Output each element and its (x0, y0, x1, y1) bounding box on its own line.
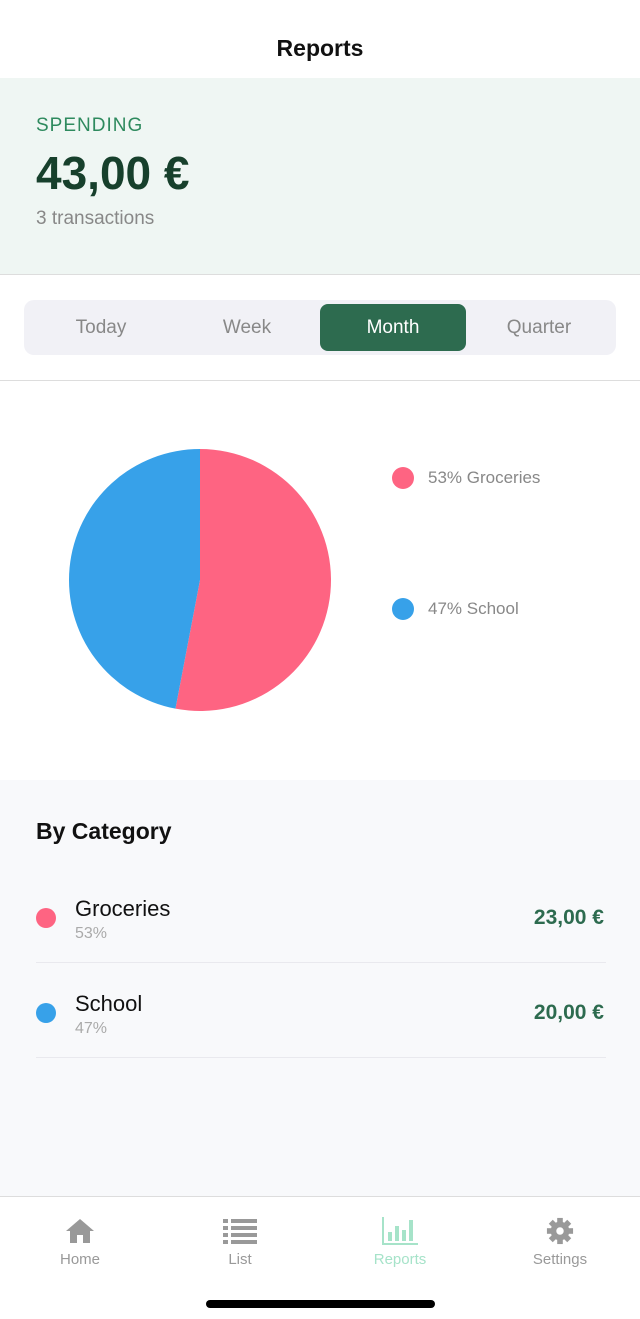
legend-item-school: 47% School (392, 598, 519, 620)
period-week[interactable]: Week (222, 316, 272, 338)
pie-slice-school (68, 449, 200, 709)
legend-label: 53% Groceries (428, 468, 541, 487)
tab-home[interactable]: Home (0, 1217, 160, 1268)
legend-label: 47% School (428, 599, 519, 618)
tab-reports[interactable]: Reports (320, 1217, 480, 1268)
home-indicator (206, 1300, 435, 1308)
period-quarter[interactable]: Quarter (506, 316, 572, 338)
category-amount: 23,00 € (533, 906, 604, 929)
category-dot (36, 908, 56, 928)
category-row[interactable]: School 47% 20,00 € (36, 963, 606, 1058)
transaction-count: 3 transactions (36, 208, 155, 229)
tab-label: Home (59, 1251, 100, 1268)
pie-slice-groceries (175, 449, 331, 711)
by-category-section: By Category Groceries 53% 23,00 € School… (0, 780, 640, 1196)
category-percent: 47% (75, 1020, 108, 1037)
category-dot (36, 1003, 56, 1023)
tab-list[interactable]: List (160, 1217, 320, 1268)
spending-amount: 43,00 € (36, 147, 190, 199)
bar-chart-icon (382, 1217, 418, 1245)
legend-item-groceries: 53% Groceries (392, 467, 540, 489)
divider (0, 380, 640, 381)
category-name: School (75, 991, 143, 1016)
pie-chart (68, 449, 331, 711)
home-icon (66, 1219, 94, 1243)
spending-summary: SPENDING 43,00 € 3 transactions (0, 78, 640, 275)
spending-label: SPENDING (36, 115, 144, 136)
page-title-text: Reports (276, 34, 364, 61)
category-percent: 53% (75, 925, 108, 942)
section-title: By Category (36, 818, 172, 844)
tab-label: Settings (532, 1251, 588, 1268)
period-month[interactable]: Month (320, 304, 466, 351)
category-amount: 20,00 € (533, 1001, 604, 1024)
category-name: Groceries (75, 896, 171, 921)
period-selector: Today Week Month Quarter (24, 300, 616, 355)
category-row[interactable]: Groceries 53% 23,00 € (36, 868, 606, 963)
page-title: Reports (0, 0, 640, 78)
gear-icon (546, 1217, 574, 1245)
tab-label: Reports (373, 1251, 427, 1268)
tab-bar: Home List Reports Settings (0, 1196, 640, 1319)
tab-settings[interactable]: Settings (480, 1217, 640, 1268)
list-icon (223, 1219, 257, 1244)
legend-dot (392, 598, 414, 620)
legend-dot (392, 467, 414, 489)
period-today[interactable]: Today (75, 316, 127, 338)
tab-label: List (228, 1251, 252, 1268)
